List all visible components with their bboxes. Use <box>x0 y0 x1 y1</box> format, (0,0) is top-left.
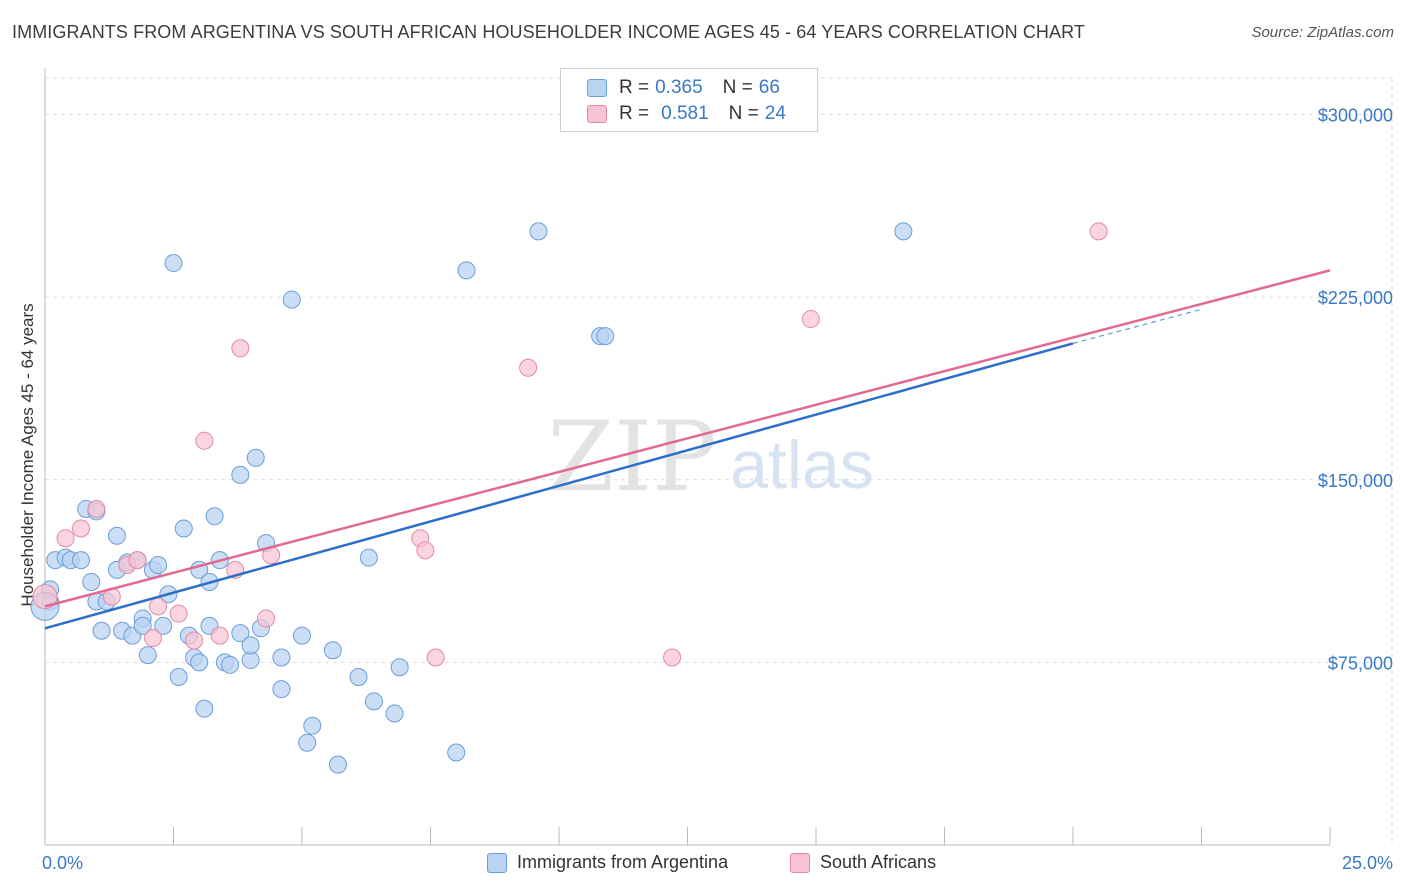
data-point-argentina <box>349 667 368 686</box>
data-point-argentina <box>596 327 615 346</box>
data-point-argentina <box>92 621 111 640</box>
data-point-south-african <box>210 626 229 645</box>
n-label: N = <box>722 77 753 98</box>
blue-swatch <box>587 79 607 97</box>
data-point-south-african <box>663 648 682 667</box>
stats-legend-row-argentina: R = 0.365 N = 66 <box>587 76 780 100</box>
r-value: 0.365 <box>655 77 703 98</box>
data-point-south-african <box>149 597 168 616</box>
data-point-south-african <box>56 529 75 548</box>
data-point-argentina <box>272 648 291 667</box>
trendline-south-africans <box>44 269 1331 608</box>
data-point-argentina <box>138 646 157 665</box>
data-point-south-african <box>195 431 214 450</box>
legend-label: South Africans <box>820 852 937 872</box>
data-point-argentina <box>154 616 173 635</box>
data-point-argentina <box>293 626 311 645</box>
data-point-argentina <box>894 222 913 241</box>
y-tick-label: $300,000 <box>1318 106 1393 126</box>
y-tick-label: $150,000 <box>1318 471 1393 491</box>
data-point-argentina <box>174 519 193 538</box>
data-point-south-african <box>32 584 58 610</box>
pink-swatch <box>790 852 810 873</box>
data-point-argentina <box>205 507 224 526</box>
pink-swatch <box>587 105 607 123</box>
data-point-argentina <box>457 261 476 280</box>
data-point-argentina <box>298 733 317 752</box>
x-tick-label: 25.0% <box>1342 853 1393 873</box>
data-point-south-african <box>801 310 820 329</box>
data-point-argentina <box>390 658 409 677</box>
legend-item-south-africans[interactable]: South Africans <box>790 852 936 873</box>
data-point-argentina <box>82 573 101 592</box>
data-point-south-african <box>87 499 106 518</box>
data-point-argentina <box>231 465 250 484</box>
n-value: 66 <box>758 77 780 98</box>
data-point-south-african <box>128 551 147 570</box>
blue-swatch <box>487 852 507 873</box>
data-point-argentina <box>231 624 250 643</box>
chart-title: IMMIGRANTS FROM ARGENTINA VS SOUTH AFRIC… <box>12 22 1085 42</box>
data-point-argentina <box>385 704 404 723</box>
data-point-argentina <box>246 448 265 467</box>
r-value: 0.581 <box>661 103 709 124</box>
y-tick-label: $75,000 <box>1328 653 1393 673</box>
watermark-atlas: atlas <box>730 427 874 503</box>
data-point-argentina <box>107 526 126 545</box>
data-point-south-african <box>143 629 162 648</box>
data-point-argentina <box>447 743 466 762</box>
data-point-south-african <box>169 604 188 623</box>
data-point-argentina <box>529 222 548 241</box>
legend-item-argentina[interactable]: Immigrants from Argentina <box>487 852 728 873</box>
trendline-argentina <box>44 342 1074 630</box>
data-point-argentina <box>328 755 347 774</box>
data-point-argentina <box>272 680 291 699</box>
data-point-argentina <box>149 555 168 574</box>
data-point-argentina <box>190 653 209 672</box>
data-point-argentina <box>169 667 188 686</box>
x-tick-label: 0.0% <box>42 853 83 873</box>
n-value: 24 <box>764 103 786 124</box>
data-point-south-african <box>231 339 250 358</box>
data-point-south-african <box>416 541 435 560</box>
data-point-south-african <box>71 519 90 538</box>
data-point-south-african <box>185 631 204 650</box>
y-tick-label: $225,000 <box>1318 288 1393 308</box>
data-point-argentina <box>71 551 90 570</box>
data-point-south-african <box>257 609 276 628</box>
data-point-argentina <box>241 636 260 655</box>
r-label: R = <box>619 77 650 98</box>
data-point-argentina <box>323 641 342 660</box>
watermark-zip: ZIP <box>547 401 716 513</box>
data-point-south-african <box>1089 222 1108 241</box>
data-point-argentina <box>364 692 383 711</box>
n-label: N = <box>728 103 759 124</box>
source-credit: Source: ZipAtlas.com <box>1251 24 1394 41</box>
stats-legend-row-south-africans: R = 0.581 N = 24 <box>587 102 786 126</box>
data-point-argentina <box>195 699 214 718</box>
r-label: R = <box>619 103 650 124</box>
data-point-south-african <box>426 648 445 667</box>
data-point-argentina <box>282 290 301 309</box>
data-point-argentina <box>164 254 183 273</box>
data-point-argentina <box>303 716 322 735</box>
data-point-argentina <box>221 655 240 674</box>
data-point-argentina <box>133 616 152 635</box>
legend-label: Immigrants from Argentina <box>517 852 729 872</box>
data-point-argentina <box>359 548 378 567</box>
trendline-argentina-extension <box>1072 308 1202 344</box>
data-point-south-african <box>519 358 538 377</box>
stats-legend: R = 0.365 N = 66 R = 0.581 N = 24 <box>560 68 818 132</box>
